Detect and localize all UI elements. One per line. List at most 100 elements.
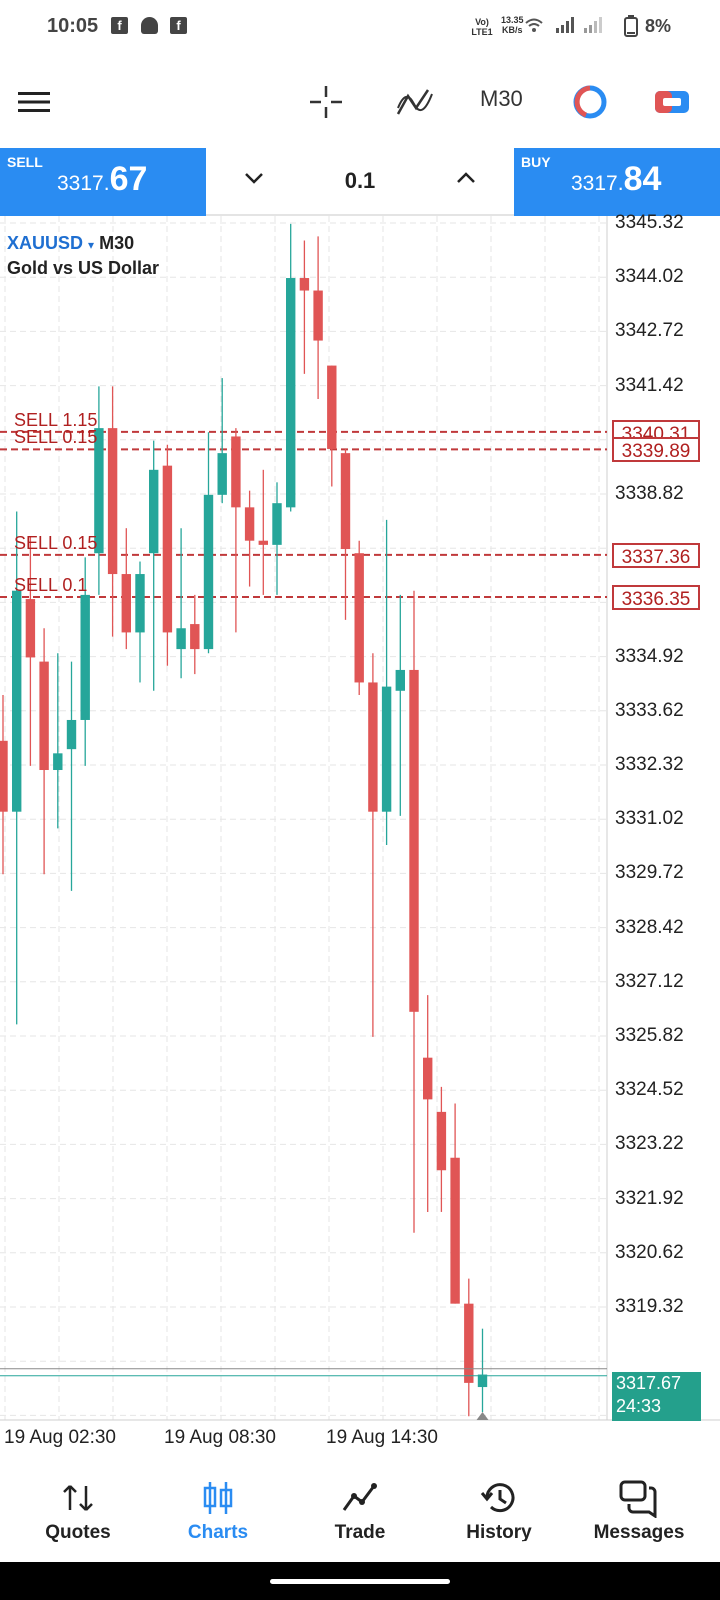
candle-body (381, 686, 392, 812)
status-bar: 10:05 f f Vo) LTE1 13.35 KB/s 8% (0, 0, 720, 56)
clock: 10:05 (47, 15, 99, 37)
crosshair-button[interactable] (306, 80, 346, 124)
lot-selector: 0.1 (206, 148, 514, 216)
time-tick-label: 19 Aug 02:30 (4, 1427, 116, 1448)
sell-button[interactable]: SELL 3317.67 (0, 148, 206, 216)
candle-body (107, 428, 118, 575)
order-price-tag: 3336.35 (612, 584, 700, 610)
facebook-icon: f (111, 17, 128, 34)
messages-icon (619, 1480, 657, 1518)
price-tick-label: 3324.52 (615, 1079, 684, 1101)
candle-body (12, 590, 22, 812)
candle-body (286, 278, 296, 508)
signal-icon-2 (584, 17, 602, 33)
price-tick-label: 3321.92 (615, 1187, 684, 1209)
order-label[interactable]: SELL 0.1 (14, 574, 88, 595)
indicators-button[interactable] (393, 80, 437, 124)
one-click-trading-button[interactable] (652, 80, 692, 124)
candle-body (39, 661, 49, 771)
symbol-selector[interactable]: XAUUSD ▾ M30 (7, 233, 135, 253)
menu-button[interactable] (14, 80, 54, 124)
candle-body (368, 682, 378, 812)
candle-body (149, 469, 159, 554)
nav-charts[interactable]: Charts (148, 1456, 288, 1556)
candle-body (313, 290, 323, 341)
candle-body (94, 428, 104, 554)
candle-body (395, 669, 405, 691)
chart-background (0, 216, 720, 1454)
network-label: Vo) LTE1 (471, 17, 493, 37)
candle-body (25, 599, 36, 658)
buy-button[interactable]: BUY 3317.84 (514, 148, 720, 216)
candle-body (464, 1303, 474, 1383)
snapchat-icon (141, 17, 158, 34)
lot-size[interactable]: 0.1 (344, 168, 376, 193)
nav-messages[interactable]: Messages (569, 1456, 709, 1556)
candle-body (121, 574, 131, 633)
menu-icon (18, 92, 50, 112)
time-tick-label: 19 Aug 14:30 (326, 1427, 438, 1448)
battery-level: 8% (645, 16, 672, 36)
price-tick-label: 3332.32 (615, 754, 684, 775)
color-scheme-button[interactable] (568, 80, 612, 124)
candle-body (244, 507, 255, 541)
candle-body (217, 453, 227, 495)
price-chart[interactable] (0, 216, 720, 1454)
nav-trade[interactable]: Trade (290, 1456, 430, 1556)
price-tick-label: 3331.02 (615, 808, 684, 830)
charts-icon (203, 1482, 233, 1514)
gesture-bar (0, 1562, 720, 1600)
price-tick-label: 3327.12 (615, 970, 684, 992)
price-tick-label: 3345.32 (615, 212, 684, 233)
home-indicator[interactable] (270, 1579, 450, 1584)
buy-label: BUY (521, 154, 551, 170)
order-price-tag: 3337.36 (612, 542, 700, 568)
order-label[interactable]: SELL 0.15 (14, 427, 98, 448)
candle-body (53, 753, 63, 771)
candle-body (354, 553, 364, 683)
price-tick-label: 3319.32 (615, 1296, 684, 1317)
sell-price: 3317.67 (57, 160, 148, 198)
candle-body (80, 594, 90, 720)
candle-body (231, 436, 241, 508)
price-tick-label: 3334.92 (615, 645, 684, 667)
candle-body (135, 574, 145, 633)
facebook-icon: f (170, 17, 187, 34)
order-label[interactable]: SELL 0.15 (14, 532, 98, 553)
wifi-icon (525, 18, 543, 32)
signal-icon (556, 17, 574, 33)
candle-body (162, 465, 173, 633)
price-tick-label: 3325.82 (615, 1025, 684, 1046)
candle-body (66, 719, 77, 750)
nav-quotes[interactable]: Quotes (8, 1456, 148, 1556)
trade-panel: SELL 3317.67 0.1 BUY 3317.84 (0, 148, 720, 216)
chart-toolbar: M30 (0, 58, 720, 146)
chevron-up-icon[interactable] (454, 166, 478, 190)
history-icon (480, 1483, 515, 1513)
nav-history[interactable]: History (429, 1456, 569, 1556)
one-click-trading-icon (655, 91, 689, 113)
price-tick-label: 3323.22 (615, 1133, 684, 1155)
candle-body (176, 628, 186, 650)
candle-body (203, 494, 214, 650)
candle-body (409, 669, 419, 1012)
current-price-tag: 3317.67 24:33 (612, 1372, 701, 1421)
chevron-down-icon[interactable] (242, 166, 266, 190)
candle-body (258, 540, 268, 545)
price-tick-label: 3328.42 (615, 916, 684, 938)
candle-body (477, 1374, 488, 1388)
buy-price: 3317.84 (571, 160, 662, 198)
order-label[interactable]: SELL 1.15 (14, 409, 98, 430)
timeframe-button[interactable]: M30 (480, 86, 523, 111)
candle-body (190, 624, 200, 650)
symbol-description: Gold vs US Dollar (7, 258, 160, 278)
price-tick-label: 3342.72 (615, 320, 684, 342)
candle-body (272, 503, 282, 545)
battery-icon (624, 15, 638, 37)
order-price-tag: 3339.89 (612, 437, 700, 463)
color-scheme-icon (573, 85, 607, 119)
crosshair-icon (310, 86, 342, 118)
candle-body (450, 1157, 460, 1304)
candle-body (436, 1111, 447, 1171)
watermark: @Busy_Bowl70 (513, 1537, 669, 1562)
